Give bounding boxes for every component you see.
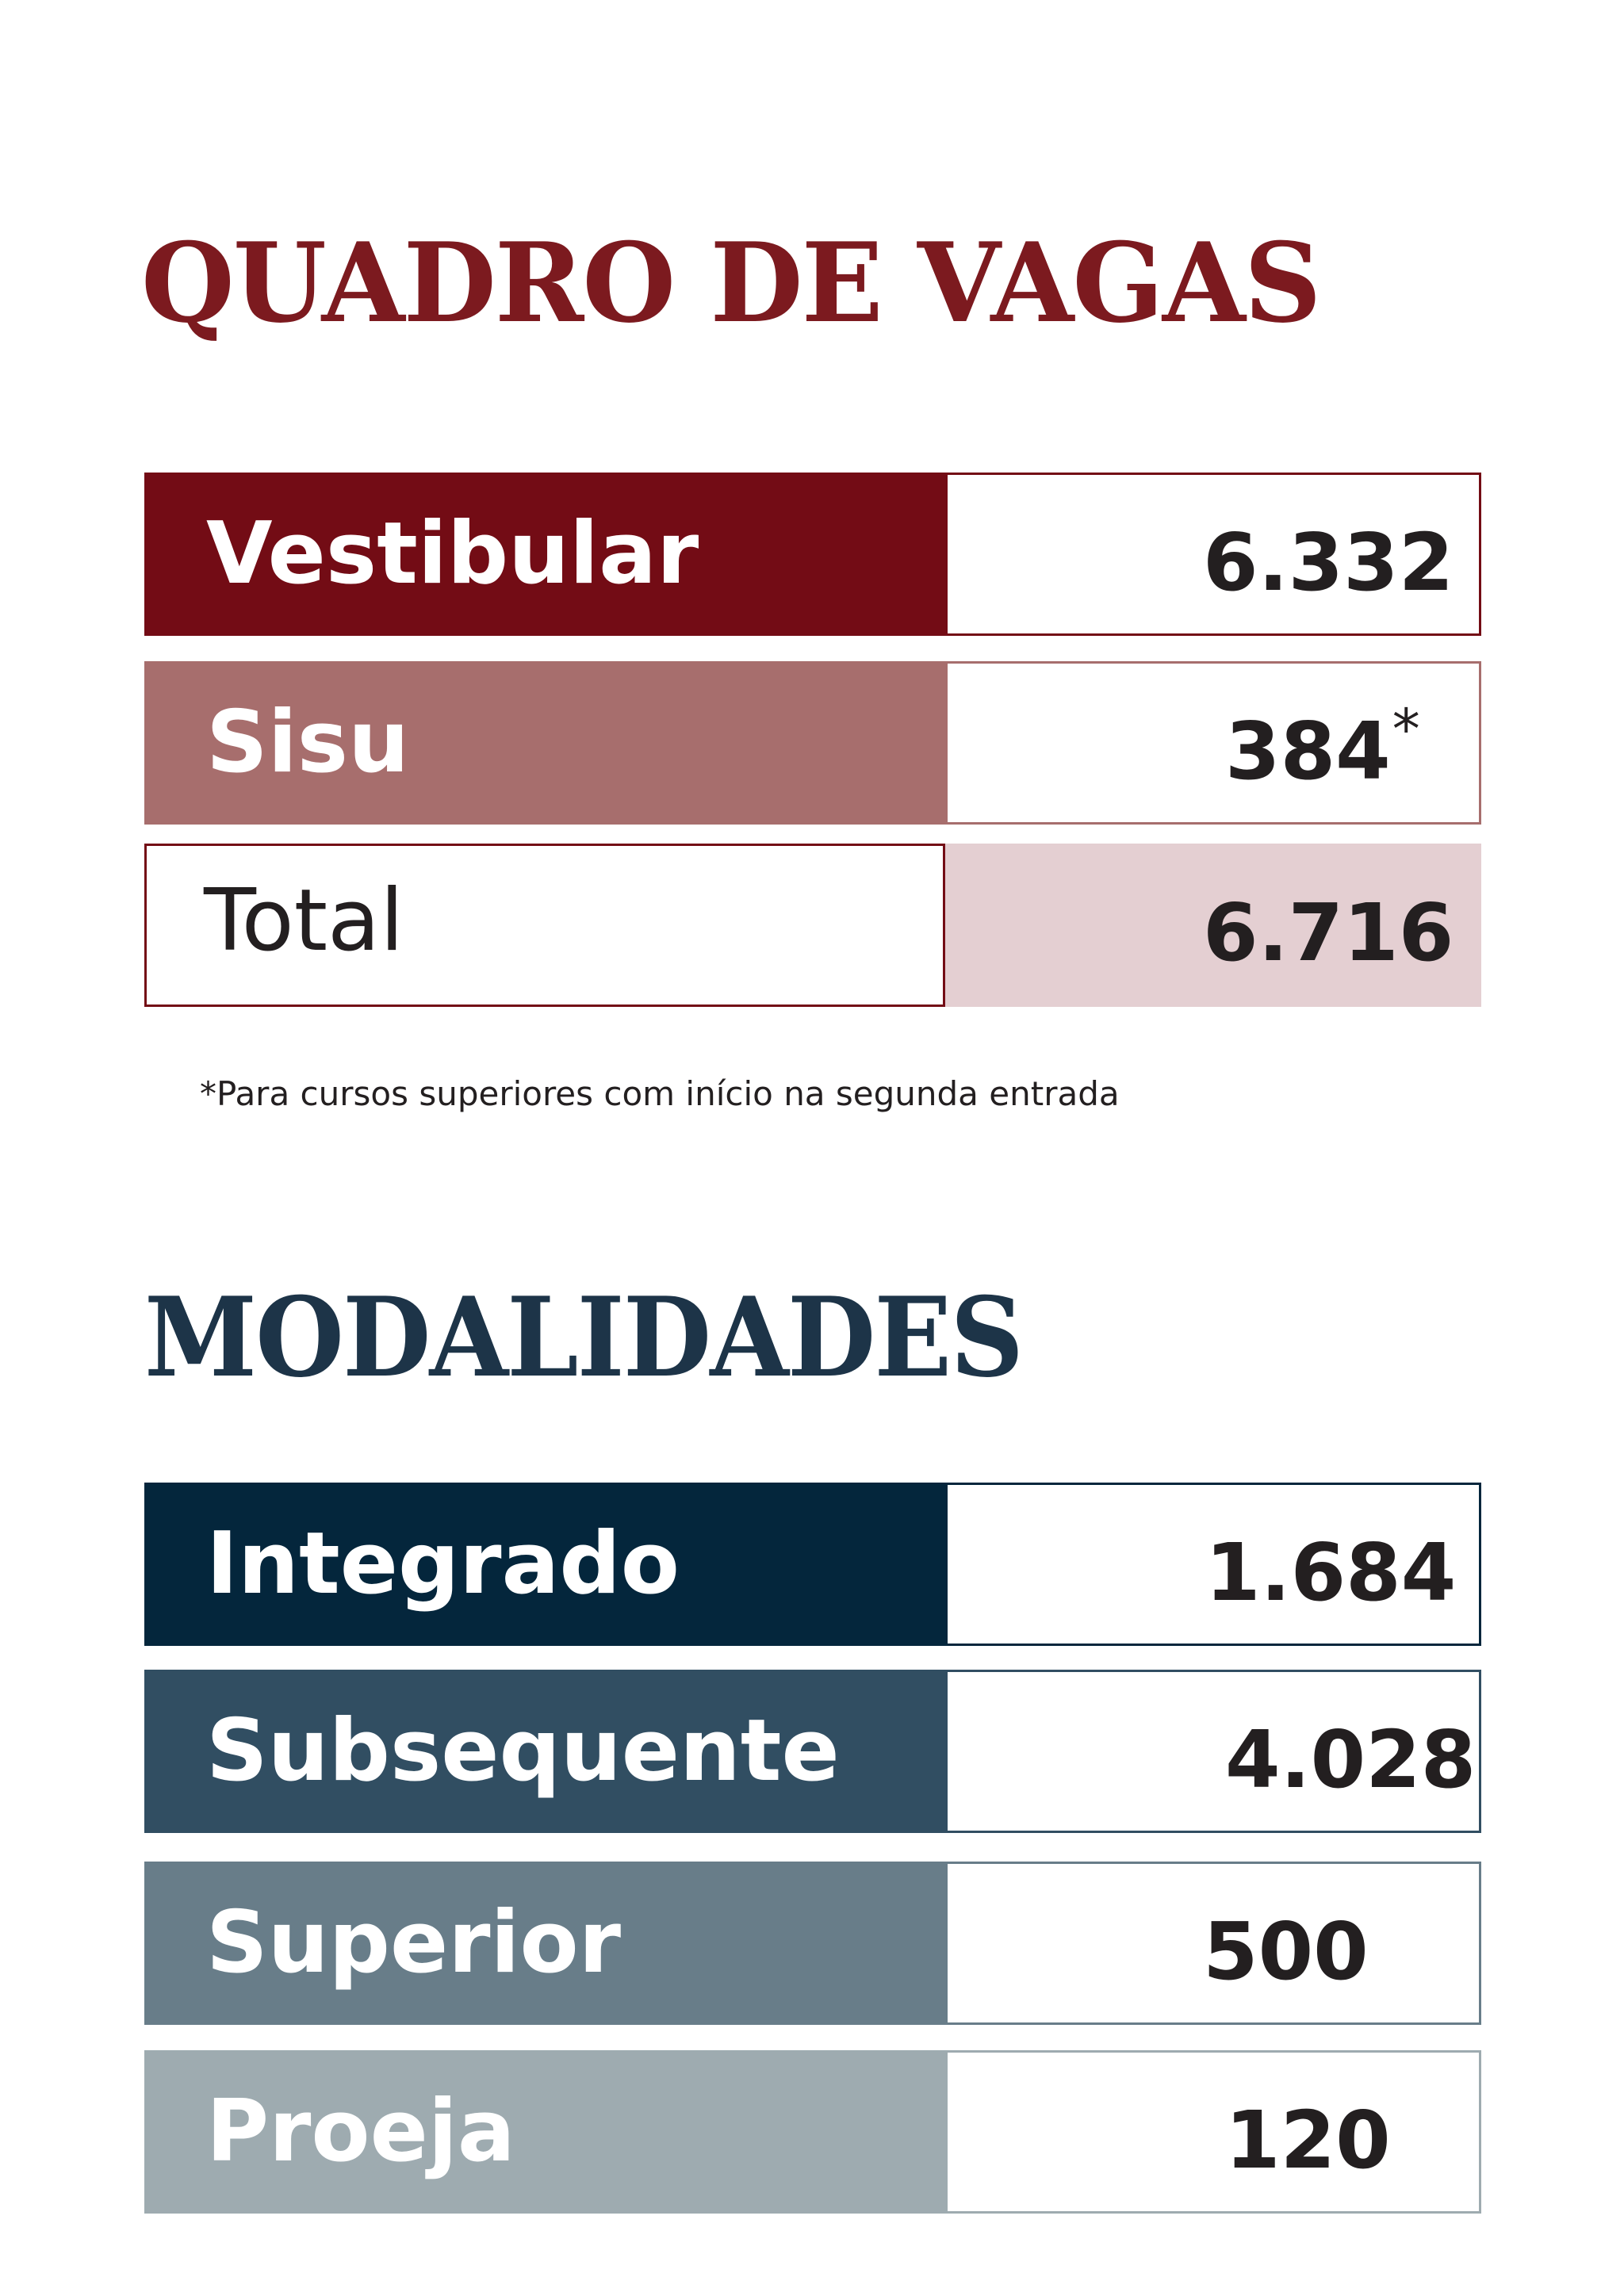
proeja-label-cell: Proeja bbox=[144, 2050, 945, 2214]
sisu-footnote-marker: * bbox=[1392, 697, 1420, 762]
modalidade-row-subsequente: Subsequente 4.028 bbox=[144, 1670, 1481, 1833]
superior-label-cell: Superior bbox=[144, 1862, 945, 2025]
integrado-value-cell: 1.684 bbox=[945, 1483, 1481, 1646]
modalidades-title: MODALIDADES bbox=[144, 1272, 1024, 1402]
sisu-value: 384 bbox=[1225, 705, 1391, 798]
integrado-label: Integrado bbox=[206, 1514, 680, 1613]
modalidade-row-integrado: Integrado 1.684 bbox=[144, 1483, 1481, 1646]
vestibular-label-cell: Vestibular bbox=[144, 473, 945, 636]
superior-value: 500 bbox=[1203, 1905, 1369, 1998]
vestibular-label: Vestibular bbox=[206, 504, 699, 603]
proeja-value: 120 bbox=[1225, 2094, 1391, 2187]
subsequente-value-cell: 4.028 bbox=[945, 1670, 1481, 1833]
proeja-value-cell: 120 bbox=[945, 2050, 1481, 2214]
vagas-row-vestibular: Vestibular 6.332 bbox=[144, 473, 1481, 636]
total-value: 6.716 bbox=[1203, 886, 1454, 979]
subsequente-label: Subsequente bbox=[206, 1701, 840, 1800]
total-label: Total bbox=[204, 871, 404, 970]
proeja-label: Proeja bbox=[206, 2082, 515, 2181]
modalidade-row-superior: Superior 500 bbox=[144, 1862, 1481, 2025]
footnote: *Para cursos superiores com início na se… bbox=[200, 1074, 1120, 1113]
subsequente-label-cell: Subsequente bbox=[144, 1670, 945, 1833]
vestibular-value-cell: 6.332 bbox=[945, 473, 1481, 636]
integrado-value: 1.684 bbox=[1205, 1526, 1457, 1619]
modalidade-row-proeja: Proeja 120 bbox=[144, 2050, 1481, 2214]
integrado-label-cell: Integrado bbox=[144, 1483, 945, 1646]
total-label-cell: Total bbox=[144, 844, 945, 1007]
quadro-de-vagas-title: QUADRO DE VAGAS bbox=[141, 218, 1322, 347]
sisu-value-cell: 384* bbox=[945, 661, 1481, 825]
vagas-row-sisu: Sisu 384* bbox=[144, 661, 1481, 825]
sisu-label-cell: Sisu bbox=[144, 661, 945, 825]
sisu-value-wrapper: 384* bbox=[1225, 664, 1420, 827]
vagas-row-total: Total 6.716 bbox=[144, 844, 1481, 1007]
superior-label: Superior bbox=[206, 1893, 621, 1992]
sisu-label: Sisu bbox=[206, 693, 409, 792]
superior-value-cell: 500 bbox=[945, 1862, 1481, 2025]
total-value-cell: 6.716 bbox=[945, 844, 1481, 1007]
subsequente-value: 4.028 bbox=[1225, 1713, 1477, 1806]
vestibular-value: 6.332 bbox=[1203, 516, 1454, 609]
